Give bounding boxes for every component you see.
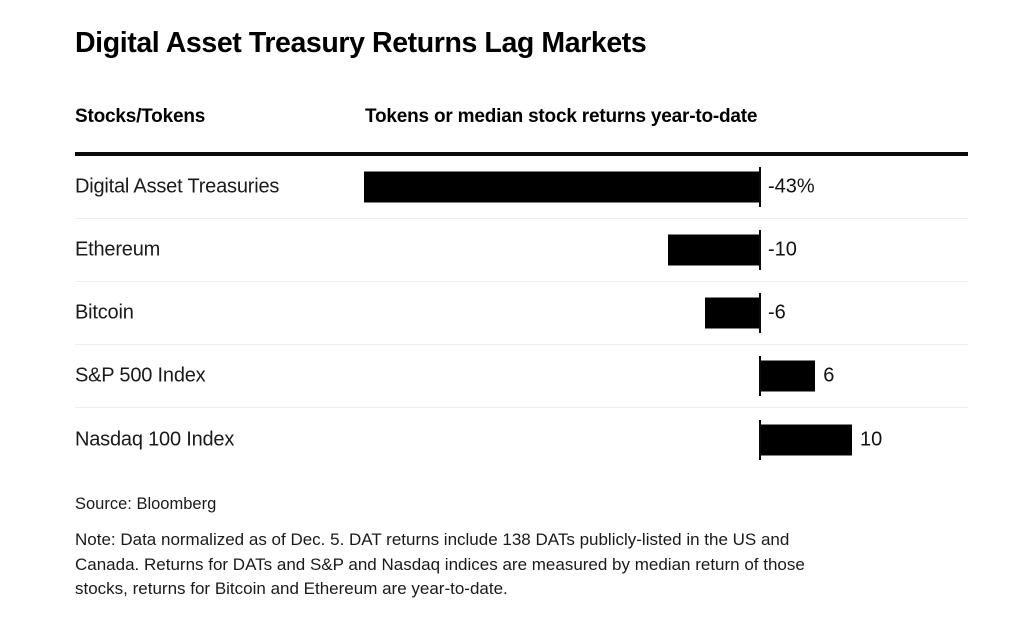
row-label: Digital Asset Treasuries: [75, 175, 280, 198]
table-row: Bitcoin -6: [75, 282, 968, 345]
bar-value-label: -43%: [768, 175, 815, 198]
header-rule: [75, 152, 968, 156]
row-plot-area: 6: [365, 345, 968, 407]
column-header-returns: Tokens or median stock returns year-to-d…: [365, 106, 758, 127]
column-headers: Stocks/Tokens Tokens or median stock ret…: [75, 106, 968, 128]
footnote-line: Note: Data normalized as of Dec. 5. DAT …: [75, 530, 790, 549]
chart-container: Digital Asset Treasury Returns Lag Marke…: [75, 0, 968, 629]
bar-value-label: 6: [823, 364, 835, 387]
table-row: Nasdaq 100 Index 10: [75, 408, 968, 471]
table-row: S&P 500 Index 6: [75, 345, 968, 408]
row-plot-area: -6: [365, 282, 968, 344]
footnote-line: Canada. Returns for DATs and S&P and Nas…: [75, 554, 805, 574]
zero-baseline-tick: [759, 293, 761, 333]
zero-baseline-tick: [759, 419, 761, 460]
footnote-line: stocks, returns for Bitcoin and Ethereum…: [75, 579, 508, 598]
zero-baseline-tick: [759, 356, 761, 396]
zero-baseline-tick: [759, 167, 761, 207]
bar-value-label: -10: [768, 238, 797, 261]
column-header-stocks-tokens: Stocks/Tokens: [75, 106, 206, 127]
row-label: Bitcoin: [75, 301, 134, 324]
row-plot-area: -10: [365, 219, 968, 281]
bar: [704, 297, 760, 329]
footnote: Note: Data normalized as of Dec. 5. DAT …: [75, 528, 955, 602]
chart-rows: Digital Asset Treasuries -43% Ethereum -10 B…: [75, 156, 968, 471]
bar: [760, 424, 852, 455]
row-label: Ethereum: [75, 238, 161, 261]
zero-baseline-tick: [759, 230, 761, 270]
row-plot-area: 10: [365, 408, 968, 471]
page-title: Digital Asset Treasury Returns Lag Marke…: [75, 27, 647, 59]
bar: [668, 234, 760, 266]
row-label: Nasdaq 100 Index: [75, 428, 235, 450]
row-label: S&P 500 Index: [75, 364, 206, 387]
bar: [364, 171, 760, 203]
bar: [760, 360, 816, 392]
bar-value-label: 10: [860, 428, 883, 450]
bar-value-label: -6: [768, 301, 786, 324]
source-attribution: Source: Bloomberg: [75, 495, 217, 513]
table-row: Ethereum -10: [75, 219, 968, 282]
row-plot-area: -43%: [364, 156, 968, 218]
table-row: Digital Asset Treasuries -43%: [75, 156, 968, 219]
